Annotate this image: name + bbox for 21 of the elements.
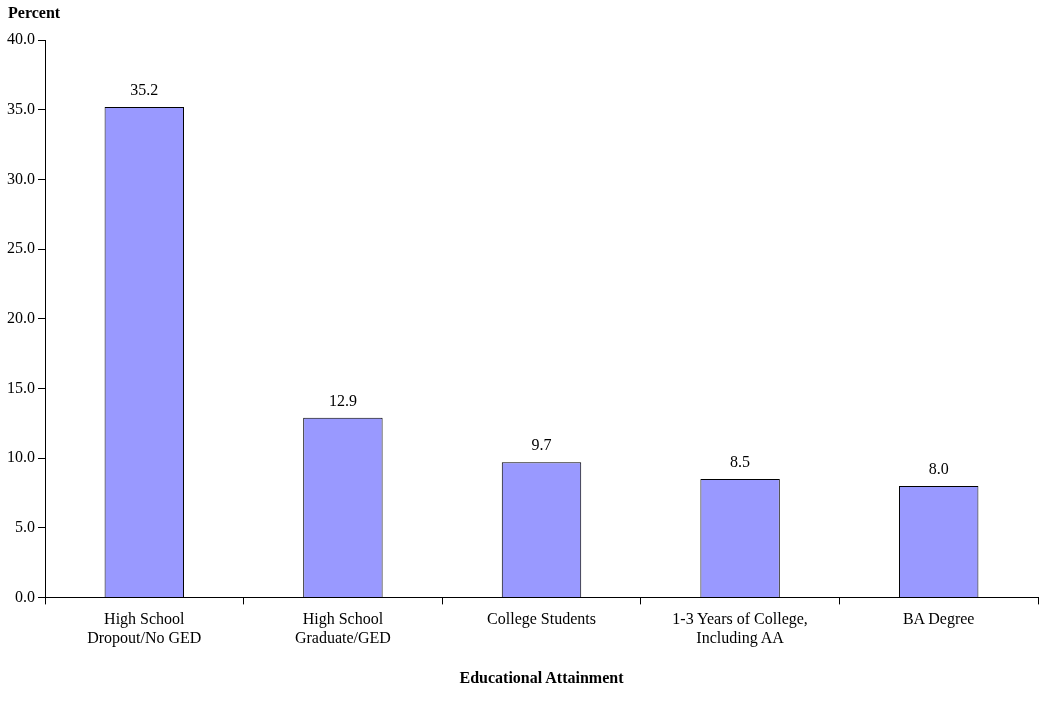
y-axis-title: Percent [8, 4, 61, 22]
y-tick-label: 40.0 [7, 30, 35, 48]
y-tick-label: 35.0 [7, 99, 35, 117]
y-tick-label: 25.0 [7, 239, 35, 257]
x-tick-label: High School Graduate/GED [294, 610, 391, 647]
y-tick-label: 5.0 [15, 517, 35, 535]
data-label: 8.5 [730, 453, 751, 471]
x-tick-label: High School Dropout/No GED [87, 610, 202, 648]
data-label: 12.9 [328, 391, 357, 409]
y-tick-label: 0.0 [15, 587, 35, 605]
x-tick-label: 1-3 Years of College, Including AA [672, 610, 808, 648]
x-axis-title: Educational Attainment [459, 668, 625, 686]
data-label: 35.2 [130, 81, 159, 99]
y-tick-label: 20.0 [7, 308, 35, 326]
x-tick-label: BA Degree [902, 610, 975, 629]
y-tick-label: 10.0 [7, 448, 35, 466]
y-tick-label: 15.0 [7, 378, 35, 396]
x-tick-label: College Students [487, 610, 596, 629]
data-label: 9.7 [531, 436, 552, 454]
y-tick-label: 30.0 [7, 169, 35, 187]
data-label: 8.0 [928, 460, 949, 478]
